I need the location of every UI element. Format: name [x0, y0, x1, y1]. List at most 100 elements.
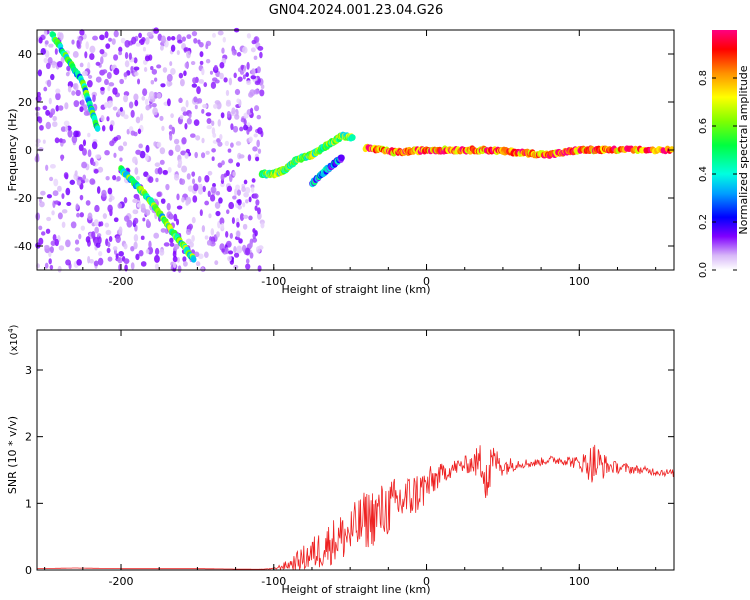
- spectrogram-noise-mark: [123, 72, 128, 78]
- spectrogram-noise-mark: [107, 187, 113, 195]
- spectrogram-noise-mark: [249, 252, 254, 259]
- spectrogram-noise-mark: [245, 72, 249, 78]
- spectrogram-noise-mark: [108, 37, 112, 42]
- colorbar-tick-label: 0.2: [698, 214, 709, 230]
- spectrogram-noise-mark: [183, 70, 187, 77]
- spectrogram-noise-mark: [245, 258, 250, 264]
- spectrogram-noise-mark: [54, 238, 59, 247]
- spectrogram-noise-mark: [153, 27, 160, 34]
- spectrogram-noise-mark: [94, 204, 100, 213]
- snr-background: [37, 330, 674, 570]
- spectrogram-noise-mark: [227, 255, 232, 262]
- spectrogram-noise-mark: [182, 256, 187, 263]
- spectrogram-noise-mark: [97, 257, 104, 266]
- spectrogram-noise-mark: [215, 190, 221, 196]
- spectrogram-noise-mark: [210, 81, 217, 89]
- spectrogram-noise-mark: [190, 133, 196, 138]
- spectrogram-noise-mark: [78, 233, 82, 240]
- spectrogram-noise-mark: [162, 169, 168, 175]
- spectrogram-noise-mark: [76, 179, 82, 186]
- spectrogram-noise-mark: [55, 92, 61, 101]
- spectrogram-noise-mark: [49, 176, 54, 182]
- spectrogram-noise-mark: [82, 174, 87, 181]
- spectrogram-noise-mark: [217, 119, 221, 127]
- spectrogram-noise-mark: [189, 241, 194, 248]
- spectrogram-noise-mark: [49, 164, 56, 169]
- spectrogram-noise-mark: [95, 242, 101, 248]
- spectrogram-noise-mark: [239, 213, 245, 221]
- spectrogram-noise-mark: [123, 94, 129, 103]
- spectrogram-noise-mark: [91, 231, 96, 239]
- spectrogram-noise-mark: [243, 124, 248, 131]
- spectrogram-noise-mark: [256, 66, 261, 74]
- spectrogram-noise-mark: [169, 237, 174, 244]
- spectrogram-noise-mark: [246, 80, 252, 85]
- spectrogram-noise-mark: [167, 166, 172, 173]
- spectrogram-noise-mark: [251, 39, 257, 45]
- spectrogram-noise-mark: [259, 51, 263, 59]
- spectrogram-noise-mark: [64, 125, 69, 133]
- spectrogram-noise-mark: [224, 140, 230, 147]
- spectrogram-noise-mark: [132, 198, 138, 204]
- spectrogram-noise-mark: [79, 106, 84, 113]
- spectrogram-noise-mark: [89, 258, 94, 264]
- spectrogram-noise-mark: [169, 242, 175, 247]
- spectrogram-noise-mark: [247, 154, 252, 162]
- spectrogram-noise-mark: [58, 105, 64, 111]
- spectrogram-noise-mark: [250, 107, 254, 114]
- spectrogram-noise-mark: [49, 246, 54, 254]
- spectrogram-noise-mark: [250, 186, 255, 193]
- spectrogram-noise-mark: [113, 136, 119, 142]
- spectrogram-noise-mark: [40, 48, 46, 55]
- spectrogram-noise-mark: [44, 244, 50, 249]
- spectrogram-noise-mark: [172, 255, 178, 263]
- spectrogram-noise-mark: [215, 210, 221, 217]
- spectrogram-noise-mark: [213, 64, 218, 71]
- spectrogram-noise-mark: [229, 232, 233, 239]
- spectrogram-noise-mark: [97, 236, 102, 245]
- spectrogram-noise-mark: [106, 116, 110, 122]
- spectrogram-noise-mark: [57, 265, 62, 273]
- spectrogram-noise-mark: [159, 147, 166, 155]
- spectrogram-noise-mark: [146, 31, 153, 37]
- spectrogram-noise-mark: [38, 197, 42, 204]
- spectrogram-noise-mark: [138, 249, 144, 257]
- spectrogram-noise-mark: [100, 56, 104, 65]
- spectrogram-noise-mark: [227, 148, 232, 153]
- spectrogram-noise-mark: [73, 100, 80, 108]
- spectrogram-noise-mark: [168, 149, 174, 156]
- spectrogram-noise-mark: [197, 175, 202, 183]
- spectrogram-trace-mark: [339, 154, 345, 162]
- spectrogram-noise-mark: [85, 41, 89, 50]
- spectrogram-noise-mark: [134, 167, 139, 175]
- spectrogram-noise-mark: [92, 94, 96, 102]
- spectrogram-noise-mark: [83, 104, 88, 112]
- spectrogram-noise-mark: [35, 138, 41, 144]
- spectrogram-ytick-label: 0: [25, 144, 32, 157]
- spectrogram-noise-mark: [58, 245, 65, 251]
- spectrogram-trace-mark: [190, 256, 197, 263]
- spectrogram-noise-mark: [210, 228, 215, 236]
- spectrogram-noise-mark: [101, 125, 106, 132]
- spectrogram-noise-mark: [53, 178, 59, 187]
- spectrogram-noise-mark: [231, 217, 235, 225]
- spectrogram-noise-mark: [177, 39, 183, 44]
- spectrogram-noise-mark: [246, 33, 252, 39]
- spectrogram-noise-mark: [152, 107, 158, 116]
- spectrogram-noise-mark: [246, 61, 250, 70]
- spectrogram-noise-mark: [134, 71, 139, 77]
- spectrogram-noise-mark: [203, 82, 208, 88]
- spectrogram-noise-mark: [130, 262, 135, 270]
- spectrogram-noise-mark: [79, 62, 84, 68]
- spectrogram-noise-mark: [170, 36, 176, 41]
- spectrogram-noise-mark: [160, 198, 166, 204]
- spectrogram-noise-mark: [85, 200, 91, 206]
- spectrogram-noise-mark: [218, 197, 223, 204]
- spectrogram-noise-mark: [37, 69, 43, 77]
- spectrogram-noise-mark: [40, 190, 46, 196]
- colorbar-tick-label: 0.4: [698, 166, 709, 182]
- spectrogram-noise-mark: [236, 245, 243, 254]
- spectrogram-noise-mark: [36, 91, 41, 97]
